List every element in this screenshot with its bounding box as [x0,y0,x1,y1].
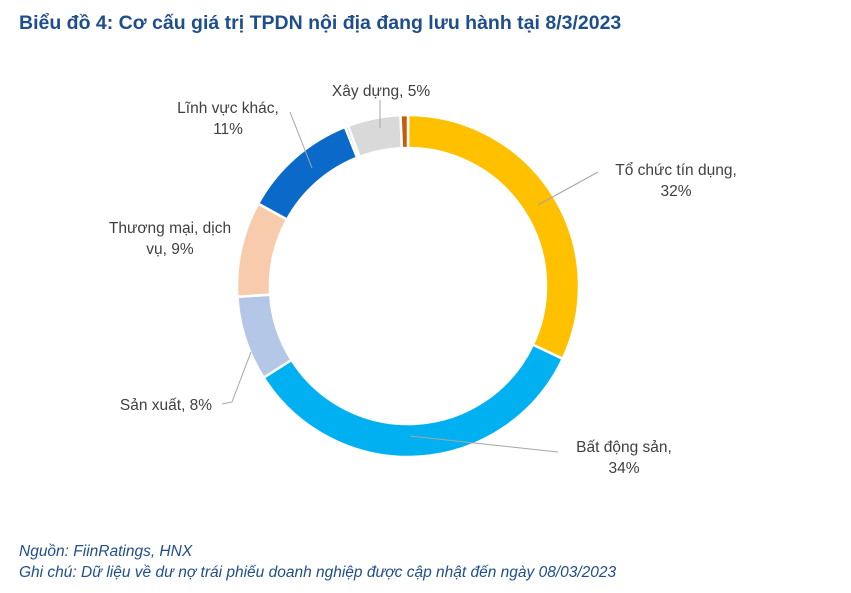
donut-slices [235,113,581,459]
data-label: Tổ chức tín dụng, 32% [615,162,737,200]
slice-x-y-d-ng [346,113,404,159]
data-label: Xây dựng, 5% [332,83,430,100]
data-label: Lĩnh vực khác, 11% [177,100,279,138]
slice-labels: Tổ chức tín dụng, 32% Bất động sản, 34% Sản … [109,83,737,477]
slice-t-ch-c-t-n-d-ng [406,113,581,361]
data-label: Sản xuất, 8% [120,397,212,414]
chart-title: Biểu đồ 4: Cơ cấu giá trị TPDN nội địa đ… [19,12,622,34]
leader-line [537,171,599,206]
leader-line [409,435,559,453]
footnote: Ghi chú: Dữ liệu về dư nợ trái phiếu doa… [19,564,617,581]
data-label: Bất động sản, 34% [576,439,672,477]
leader-lines [221,100,599,453]
slice-l-nh-v-c-kh-c [256,125,359,222]
source-note: Nguồn: FiinRatings, HNX [19,543,193,560]
data-label: Thương mại, dịch vụ, 9% [109,220,231,258]
slice-b-t-ng-s-n [261,343,565,459]
leader-line [289,111,313,169]
slice-th-ng-m-i-d-ch-v- [235,201,289,299]
slice-minor-7 [399,113,410,150]
leader-line [221,351,252,405]
